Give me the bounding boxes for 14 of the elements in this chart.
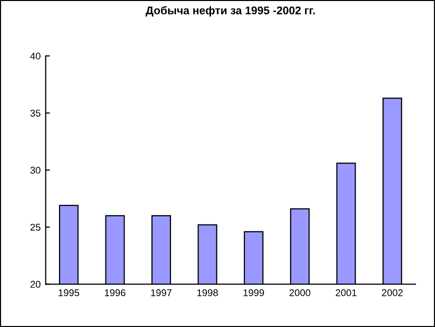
x-tick-label: 2002 — [382, 289, 403, 296]
x-tick-label: 1996 — [104, 289, 126, 296]
x-tick-label: 1998 — [197, 289, 218, 296]
y-tick-label: 20 — [30, 280, 40, 288]
x-tick-label: 1995 — [58, 289, 80, 296]
y-tick-label: 30 — [30, 166, 40, 174]
x-tick-label: 2001 — [336, 289, 356, 296]
chart-title: Добыча нефти за 1995 -2002 гг. — [146, 6, 315, 17]
x-tick-label: 1997 — [151, 289, 172, 296]
x-tick-label: 2000 — [290, 289, 310, 296]
y-tick-label: 40 — [30, 52, 40, 60]
x-tick-label: 1999 — [244, 289, 264, 296]
y-tick-label: 25 — [30, 224, 40, 231]
y-tick-label: 35 — [30, 110, 40, 117]
